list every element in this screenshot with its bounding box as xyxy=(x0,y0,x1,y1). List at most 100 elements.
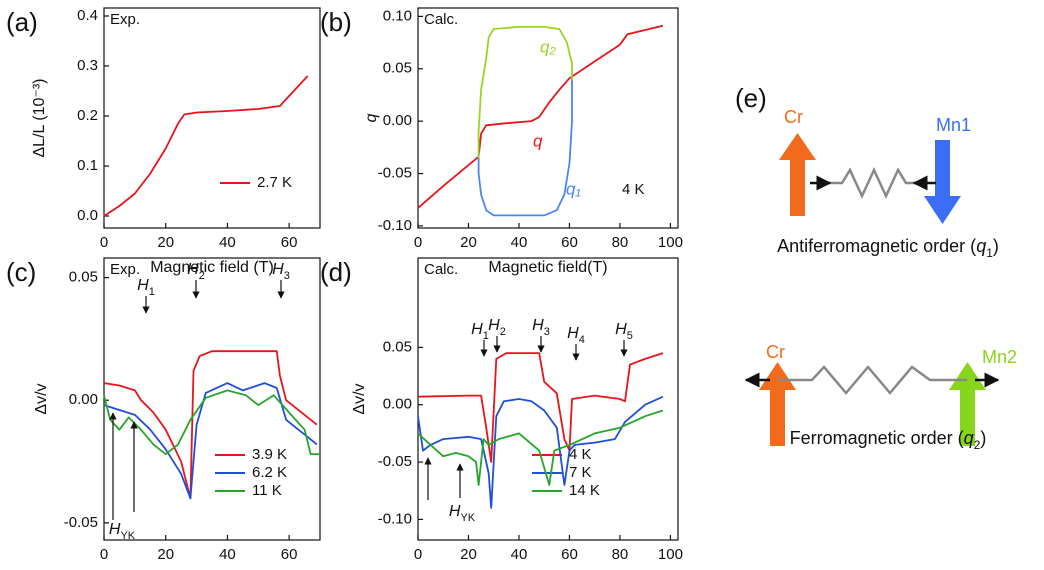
annotation-sub: YK xyxy=(460,512,475,524)
y-tick-label: 0.05 xyxy=(69,269,98,286)
legend-label: 7 K xyxy=(569,464,592,481)
annotation-sub: 4 xyxy=(579,334,585,346)
panel-note: Calc. xyxy=(424,261,458,278)
panel-label: (b) xyxy=(320,7,352,37)
x-tick-label: 20 xyxy=(157,234,174,251)
y-tick-label: 0.00 xyxy=(383,396,412,413)
x-tick-label: 80 xyxy=(612,546,629,563)
plot-frame xyxy=(417,257,679,541)
data-line xyxy=(103,350,318,500)
annotation: H2 xyxy=(187,261,205,282)
panel-note: Exp. xyxy=(110,261,140,278)
data-line xyxy=(417,24,664,209)
annotation-sub: 3 xyxy=(284,270,290,282)
x-tick-label: 60 xyxy=(281,546,298,563)
x-tick-label: 20 xyxy=(157,546,174,563)
panel-label: (d) xyxy=(320,257,352,287)
x-tick-label: 0 xyxy=(100,234,108,251)
annotation: H4 xyxy=(567,325,585,346)
y-tick-label: -0.05 xyxy=(378,453,412,470)
legend-label: 2.7 K xyxy=(257,174,292,191)
annotation-sub: 1 xyxy=(149,286,155,298)
plot-frame xyxy=(417,7,679,229)
data-line xyxy=(103,75,309,217)
atom-label: Mn2 xyxy=(982,347,1017,367)
spin-arrow xyxy=(924,140,961,224)
annotation: H3 xyxy=(532,317,550,338)
y-tick-label: 0.00 xyxy=(383,112,412,129)
x-tick-label: 80 xyxy=(612,234,629,251)
y-axis-label: ΔL/L (10⁻³) xyxy=(31,78,48,157)
annotation: HYK xyxy=(449,503,476,524)
panel-note: Calc. xyxy=(424,11,458,28)
y-tick-label: -0.05 xyxy=(64,514,98,531)
annotation-base: H xyxy=(109,521,121,538)
y-tick-label: 0.00 xyxy=(69,391,98,408)
data-line xyxy=(417,352,664,463)
diagram: (e) Cr Mn1 Antiferromagnetic order (q1) … xyxy=(735,83,1017,452)
y-tick-label: 0.05 xyxy=(383,338,412,355)
y-tick-label: -0.10 xyxy=(378,510,412,527)
annotation-base: H xyxy=(471,321,483,338)
annotation-sub: 2 xyxy=(199,270,205,282)
x-tick-label: 100 xyxy=(658,234,683,251)
data-line xyxy=(103,389,320,456)
annotation: H3 xyxy=(272,261,290,282)
atom-label: Cr xyxy=(784,107,803,127)
annotation: H2 xyxy=(488,317,506,338)
legend-label: 14 K xyxy=(569,482,600,499)
x-tick-label: 0 xyxy=(414,234,422,251)
series-label: q xyxy=(533,131,543,150)
caption: Antiferromagnetic order (q1) xyxy=(777,236,999,260)
y-tick-label: 0.4 xyxy=(77,7,98,24)
x-tick-label: 40 xyxy=(511,546,528,563)
legend-label: 6.2 K xyxy=(252,464,287,481)
annotation: H1 xyxy=(137,277,155,298)
x-tick-label: 40 xyxy=(219,234,236,251)
x-tick-label: 20 xyxy=(460,546,477,563)
spin-arrow xyxy=(759,362,796,446)
legend-label: 11 K xyxy=(252,482,282,499)
panel-note: 4 K xyxy=(622,181,645,198)
plot-frame xyxy=(103,7,321,229)
y-tick-label: 0.3 xyxy=(77,57,98,74)
panel-label: (c) xyxy=(6,257,36,287)
x-tick-label: 20 xyxy=(460,234,477,251)
x-tick-label: 60 xyxy=(281,234,298,251)
annotation-base: H xyxy=(449,503,461,520)
y-tick-label: 0.05 xyxy=(383,60,412,77)
series-label: q₁ xyxy=(566,179,581,198)
plot-frame xyxy=(103,257,321,541)
data-line xyxy=(477,26,573,158)
annotation-sub: 3 xyxy=(544,326,550,338)
annotation-sub: 1 xyxy=(483,330,489,342)
annotation-sub: YK xyxy=(120,530,135,542)
panel-label: (e) xyxy=(735,83,767,113)
annotation-sub: 2 xyxy=(500,326,506,338)
annotation: H1 xyxy=(471,321,489,342)
y-tick-label: 0.0 xyxy=(77,207,98,224)
panel-label: (a) xyxy=(6,7,38,37)
y-tick-label: 0.1 xyxy=(77,157,98,174)
spin-arrow xyxy=(949,362,986,446)
data-line xyxy=(417,395,664,509)
y-axis-label: Δv/v xyxy=(351,383,368,414)
x-axis-label: Magnetic field(T) xyxy=(488,259,607,276)
x-tick-label: 60 xyxy=(561,234,578,251)
legend-label: 4 K xyxy=(569,446,592,463)
y-tick-label: 0.2 xyxy=(77,107,98,124)
y-axis-label: q xyxy=(363,113,380,122)
caption: Ferromagnetic order (q2) xyxy=(790,428,987,452)
y-tick-label: -0.05 xyxy=(378,164,412,181)
series-label: q₂ xyxy=(540,37,556,56)
x-tick-label: 40 xyxy=(511,234,528,251)
spring xyxy=(778,365,967,395)
x-tick-label: 100 xyxy=(658,546,683,563)
x-tick-label: 0 xyxy=(414,546,422,563)
x-axis-label: Magnetic field (T) xyxy=(150,259,274,276)
spring xyxy=(830,167,918,199)
panel-note: Exp. xyxy=(110,11,140,28)
annotation-sub: 5 xyxy=(627,330,633,342)
annotation: HYK xyxy=(109,521,136,542)
